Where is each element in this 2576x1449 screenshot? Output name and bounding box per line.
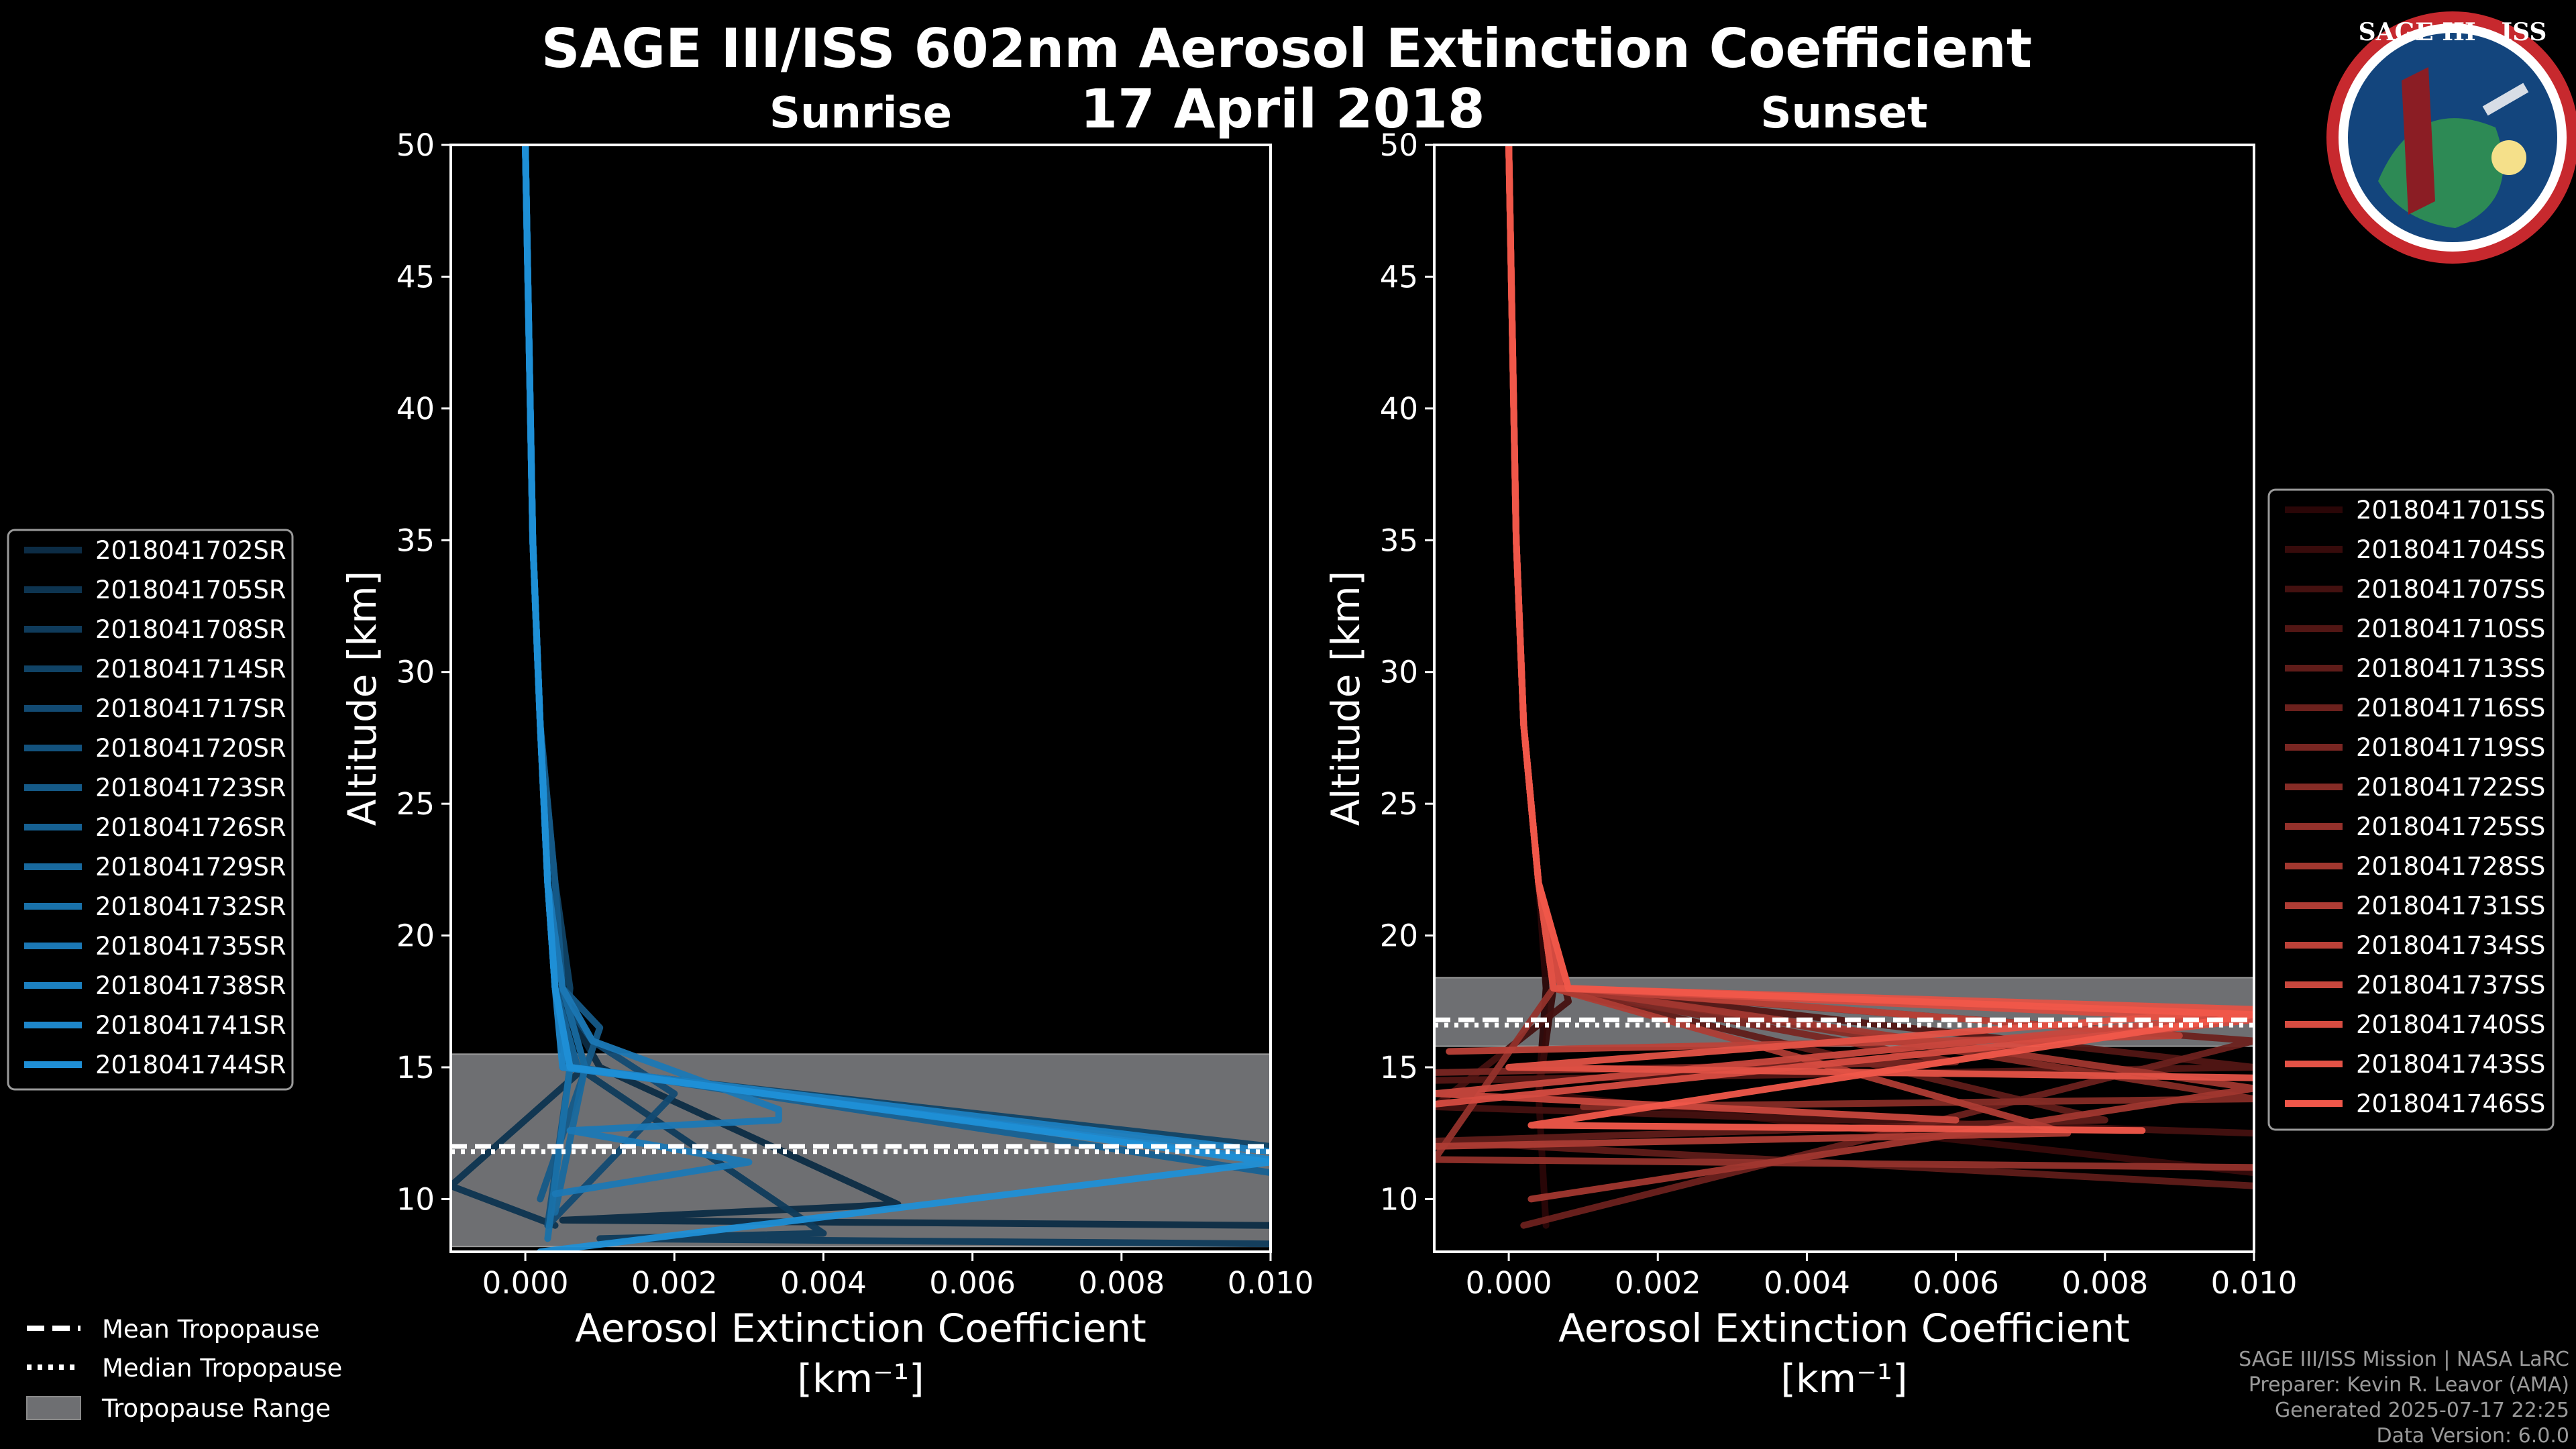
- sunset-xtick-label: 0.006: [1913, 1265, 1999, 1301]
- sunrise-title: Sunrise: [769, 89, 952, 138]
- figure-title: SAGE III/ISS 602nm Aerosol Extinction Co…: [541, 17, 2032, 80]
- sage-iii-iss-logo: SAGE III · ISS: [2326, 11, 2576, 264]
- figure-date: 17 April 2018: [1080, 78, 1485, 140]
- sunrise-xtick-label: 0.004: [780, 1265, 867, 1301]
- sunset-ytick-label: 50: [1380, 127, 1418, 163]
- footer-line-1: SAGE III/ISS Mission | NASA LaRC: [2239, 1348, 2569, 1371]
- sunset-ytick-label: 45: [1380, 259, 1418, 294]
- sunrise-legend-label: 2018041726SR: [95, 813, 286, 842]
- sunset-ytick-label: 20: [1380, 918, 1418, 954]
- sunrise-ytick-label: 45: [396, 259, 435, 294]
- sunset-legend-label: 2018041710SS: [2356, 614, 2545, 643]
- sunrise-ytick-label: 35: [396, 523, 435, 558]
- sunset-ytick-label: 35: [1380, 523, 1418, 558]
- sunset-legend: 2018041701SS 2018041704SS 2018041707SS 2018…: [2267, 488, 2555, 1131]
- logo-astronomer-icon: [2402, 67, 2435, 215]
- sunrise-ytick-label: 15: [396, 1050, 435, 1085]
- sunrise-legend-label: 2018041720SR: [95, 734, 286, 763]
- sunset-profile-line-2018041746SS: [1505, 145, 2254, 1134]
- sunrise-ytick-label: 20: [396, 918, 435, 954]
- sunrise-legend-label: 2018041723SR: [95, 773, 286, 802]
- sunrise-xtick-label: 0.002: [631, 1265, 718, 1301]
- tropopause-range-label: Tropopause Range: [101, 1394, 331, 1423]
- footer-credits: SAGE III/ISS Mission | NASA LaRC Prepare…: [2239, 1348, 2569, 1448]
- tropopause-range-swatch: [26, 1396, 81, 1420]
- sunrise-plot-frame: [449, 144, 1272, 1253]
- mean-tropopause-label: Mean Tropopause: [102, 1315, 320, 1344]
- footer-line-3: Generated 2025-07-17 22:25: [2275, 1399, 2569, 1422]
- footer-line-2: Preparer: Kevin R. Leavor (AMA): [2249, 1373, 2569, 1397]
- sunset-xlabel: Aerosol Extinction Coefficient: [1558, 1305, 2130, 1351]
- sunrise-xtick-label: 0.010: [1228, 1265, 1314, 1301]
- sunset-legend-label: 2018041701SS: [2356, 496, 2545, 525]
- sunset-legend-label: 2018041722SS: [2356, 773, 2545, 802]
- sunrise-legend-label: 2018041714SR: [95, 655, 286, 684]
- sunrise-ytick-label: 50: [396, 127, 435, 163]
- sunset-legend-label: 2018041746SS: [2356, 1089, 2545, 1118]
- sunrise-xlabel: Aerosol Extinction Coefficient: [575, 1305, 1146, 1351]
- sunset-ytick-label: 40: [1380, 391, 1418, 427]
- sunset-legend-label: 2018041737SS: [2356, 971, 2545, 1000]
- sunrise-ytick-label: 40: [396, 391, 435, 427]
- sunset-legend-label: 2018041713SS: [2356, 654, 2545, 683]
- sunset-panel: Sunset 10 15 20 25 30 35 40 45 50 0.000 0.002 0.004…: [1323, 89, 2297, 1401]
- sunset-legend-label: 2018041740SS: [2356, 1010, 2545, 1039]
- sunrise-xunit: [km⁻¹]: [797, 1356, 924, 1401]
- sunrise-legend-label: 2018041744SR: [95, 1051, 286, 1079]
- sunset-plot-frame: [1433, 144, 2255, 1253]
- sunrise-xtick-label: 0.006: [929, 1265, 1016, 1301]
- logo-sun-icon: [2491, 140, 2526, 175]
- sunset-ytick-label: 25: [1380, 786, 1418, 822]
- sunrise-ytick-label: 30: [396, 655, 435, 690]
- sunset-xtick-label: 0.004: [1764, 1265, 1850, 1301]
- median-tropopause-label: Median Tropopause: [102, 1354, 342, 1383]
- sunset-legend-label: 2018041725SS: [2356, 812, 2545, 841]
- logo-station-icon: [2482, 83, 2529, 116]
- sunset-legend-label: 2018041728SS: [2356, 852, 2545, 881]
- sunset-ytick-label: 10: [1380, 1181, 1418, 1217]
- sunset-legend-box: [2267, 488, 2555, 1131]
- sunrise-legend-label: 2018041702SR: [95, 536, 286, 565]
- sunrise-ylabel: Altitude [km]: [339, 571, 385, 826]
- sunset-title: Sunset: [1760, 89, 1927, 138]
- sunrise-legend-label: 2018041729SR: [95, 853, 286, 881]
- sunrise-xtick-label: 0.008: [1078, 1265, 1165, 1301]
- sunset-legend-label: 2018041716SS: [2356, 694, 2545, 722]
- sunset-xtick-label: 0.002: [1615, 1265, 1701, 1301]
- footer-line-4: Data Version: 6.0.0: [2377, 1424, 2569, 1448]
- sunset-legend-label: 2018041731SS: [2356, 892, 2545, 920]
- sunset-legend-label: 2018041704SS: [2356, 535, 2545, 564]
- sunset-legend-label: 2018041707SS: [2356, 575, 2545, 604]
- sunrise-legend-label: 2018041735SR: [95, 932, 286, 961]
- sunset-xunit: [km⁻¹]: [1780, 1356, 1907, 1401]
- logo-title: SAGE III · ISS: [2359, 18, 2547, 46]
- sunset-xtick-label: 0.010: [2211, 1265, 2298, 1301]
- sunrise-legend-label: 2018041708SR: [95, 615, 286, 644]
- sunrise-legend-label: 2018041732SR: [95, 892, 286, 921]
- sunrise-legend: 2018041702SR 2018041705SR 2018041708SR 2018…: [7, 529, 294, 1091]
- sunset-ylabel: Altitude [km]: [1323, 571, 1368, 826]
- tropopause-legend: Mean Tropopause Median Tropopause Tropop…: [26, 1315, 342, 1423]
- sunrise-legend-label: 2018041738SR: [95, 971, 286, 1000]
- sunrise-xtick-label: 0.000: [482, 1265, 569, 1301]
- sunrise-legend-label: 2018041717SR: [95, 694, 286, 723]
- sunset-ytick-label: 30: [1380, 655, 1418, 690]
- sunrise-ytick-label: 25: [396, 786, 435, 822]
- sunset-xtick-label: 0.000: [1466, 1265, 1552, 1301]
- sunrise-panel: Sunrise 10 15 20 25 30 35 40 45 50 0.000 0.002 0.00…: [339, 89, 1313, 1401]
- sunset-legend-label: 2018041734SS: [2356, 931, 2545, 960]
- sunset-xtick-label: 0.008: [2061, 1265, 2148, 1301]
- sunset-ytick-label: 15: [1380, 1050, 1418, 1085]
- sunrise-legend-box: [7, 529, 294, 1091]
- sunset-legend-label: 2018041743SS: [2356, 1050, 2545, 1079]
- sunset-plot-area: [1434, 145, 2254, 1252]
- sunrise-legend-label: 2018041705SR: [95, 576, 286, 604]
- sunrise-legend-label: 2018041741SR: [95, 1011, 286, 1040]
- sunset-legend-label: 2018041719SS: [2356, 733, 2545, 762]
- sunrise-ytick-label: 10: [396, 1181, 435, 1217]
